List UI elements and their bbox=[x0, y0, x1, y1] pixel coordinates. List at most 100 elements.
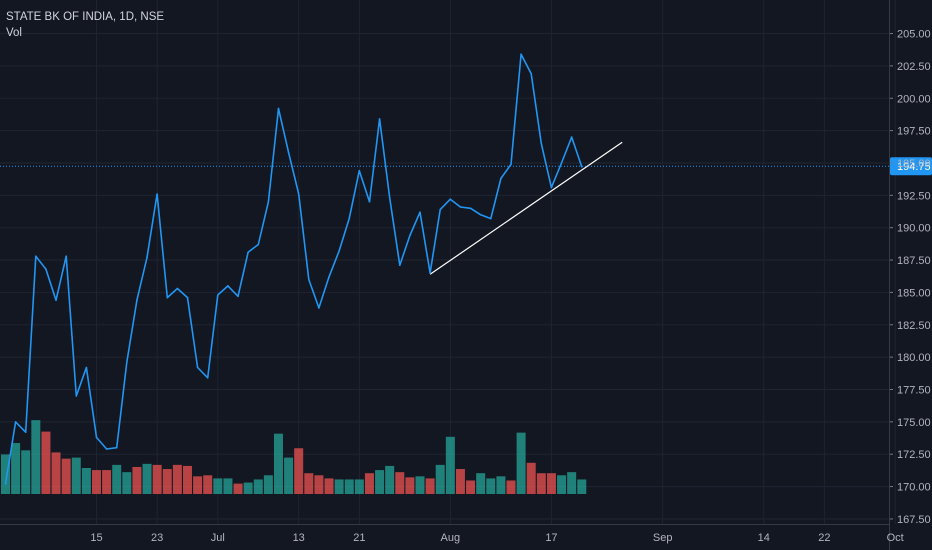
volume-bar bbox=[253, 479, 263, 494]
volume-bar bbox=[91, 470, 101, 494]
volume-bar bbox=[364, 473, 374, 494]
volume-bar bbox=[344, 479, 354, 494]
price-point bbox=[398, 264, 401, 267]
volume-bar bbox=[162, 469, 172, 494]
volume-bar bbox=[294, 448, 304, 494]
volume-bar bbox=[526, 462, 536, 494]
price-point bbox=[368, 201, 371, 203]
price-point bbox=[489, 217, 492, 220]
volume-bar bbox=[395, 472, 405, 494]
price-point bbox=[429, 272, 431, 274]
price-point bbox=[520, 53, 522, 56]
price-axis-tick-label: 197.50 bbox=[897, 126, 931, 138]
time-axis: 15 23 Jul 13 21 Aug 17 Sep 14 22 Oct bbox=[0, 524, 904, 544]
price-point bbox=[206, 377, 209, 379]
volume-bar bbox=[385, 465, 395, 494]
time-axis-tick-label: 21 bbox=[353, 532, 365, 544]
price-point bbox=[45, 268, 47, 270]
price-point bbox=[550, 186, 553, 189]
volume-bar bbox=[445, 436, 455, 494]
last-price-tag bbox=[890, 157, 932, 176]
volume-bar bbox=[496, 476, 506, 494]
volume-bar bbox=[1, 454, 10, 494]
volume-bar bbox=[435, 464, 445, 494]
price-axis-tick-label: 202.50 bbox=[897, 61, 931, 73]
price-point bbox=[136, 299, 138, 301]
time-axis-tick-label: Jul bbox=[211, 532, 225, 544]
price-point bbox=[297, 193, 300, 195]
volume-bar bbox=[142, 463, 152, 494]
price-point bbox=[196, 366, 199, 369]
price-point bbox=[75, 395, 78, 397]
price-point bbox=[267, 201, 270, 203]
price-point bbox=[105, 448, 108, 450]
price-point bbox=[146, 256, 148, 259]
volume-bar bbox=[71, 457, 81, 494]
price-point bbox=[247, 251, 249, 254]
price-axis-tick-label: 200.00 bbox=[897, 93, 931, 105]
price-point bbox=[65, 255, 67, 257]
time-axis-tick-label: 23 bbox=[151, 532, 163, 544]
volume-bar bbox=[81, 468, 91, 494]
price-point bbox=[439, 208, 442, 211]
volume-bar bbox=[314, 475, 324, 494]
volume-bar bbox=[304, 473, 314, 494]
price-point bbox=[227, 285, 229, 287]
price-point bbox=[378, 118, 381, 120]
volume-bar bbox=[233, 483, 243, 494]
volume-bar bbox=[51, 452, 61, 494]
volume-bar bbox=[334, 479, 344, 494]
price-line bbox=[4, 53, 583, 485]
price-point bbox=[176, 287, 179, 290]
volume-bar bbox=[455, 469, 465, 494]
price-axis-tick-label: 190.00 bbox=[897, 223, 931, 235]
volume-bar bbox=[152, 464, 162, 494]
price-point bbox=[570, 136, 573, 138]
price-point bbox=[328, 276, 330, 278]
volume-bar bbox=[284, 457, 294, 494]
volume-bar bbox=[516, 432, 526, 494]
price-axis-tick-label: 170.00 bbox=[897, 482, 931, 494]
price-point bbox=[217, 294, 219, 296]
price-point bbox=[35, 255, 37, 257]
price-point bbox=[318, 307, 320, 309]
volume-bar bbox=[203, 475, 213, 494]
price-point bbox=[500, 177, 502, 180]
volume-bar bbox=[324, 478, 334, 494]
volume-bar bbox=[112, 464, 122, 494]
volume-bar bbox=[41, 431, 51, 494]
price-point bbox=[358, 169, 361, 172]
price-axis-tick-label: 177.50 bbox=[897, 384, 931, 396]
volume-bar bbox=[172, 464, 182, 494]
time-axis-tick-label: Oct bbox=[887, 532, 904, 544]
price-point bbox=[388, 197, 391, 199]
volume-bar bbox=[193, 476, 203, 494]
price-point bbox=[24, 431, 27, 434]
price-point bbox=[409, 234, 411, 237]
price-axis-tick-label: 167.50 bbox=[897, 514, 931, 526]
volume-bar bbox=[375, 470, 385, 494]
volume-bar bbox=[476, 473, 486, 494]
last-price-layer: 194.75 bbox=[0, 157, 932, 176]
price-point bbox=[540, 142, 543, 145]
volume-bar bbox=[263, 475, 273, 494]
chart-grid bbox=[0, 0, 896, 524]
volume-bar bbox=[405, 477, 415, 494]
volume-bar bbox=[536, 473, 546, 494]
time-axis-tick-label: 15 bbox=[90, 532, 102, 544]
price-axis-tick-label: 172.50 bbox=[897, 449, 931, 461]
price-point bbox=[115, 446, 118, 449]
price-axis-tick-label: 195.00 bbox=[897, 158, 931, 170]
volume-bar bbox=[425, 478, 435, 494]
price-point bbox=[469, 207, 472, 210]
volume-bar bbox=[182, 465, 192, 494]
volume-bar bbox=[243, 482, 253, 494]
time-axis-tick-label: 14 bbox=[758, 532, 770, 544]
volume-bar bbox=[546, 473, 556, 494]
price-axis-tick-label: 180.00 bbox=[897, 352, 931, 364]
volume-bar bbox=[486, 478, 496, 494]
volume-bar bbox=[223, 478, 233, 494]
price-point bbox=[449, 198, 452, 201]
price-point bbox=[530, 72, 533, 75]
